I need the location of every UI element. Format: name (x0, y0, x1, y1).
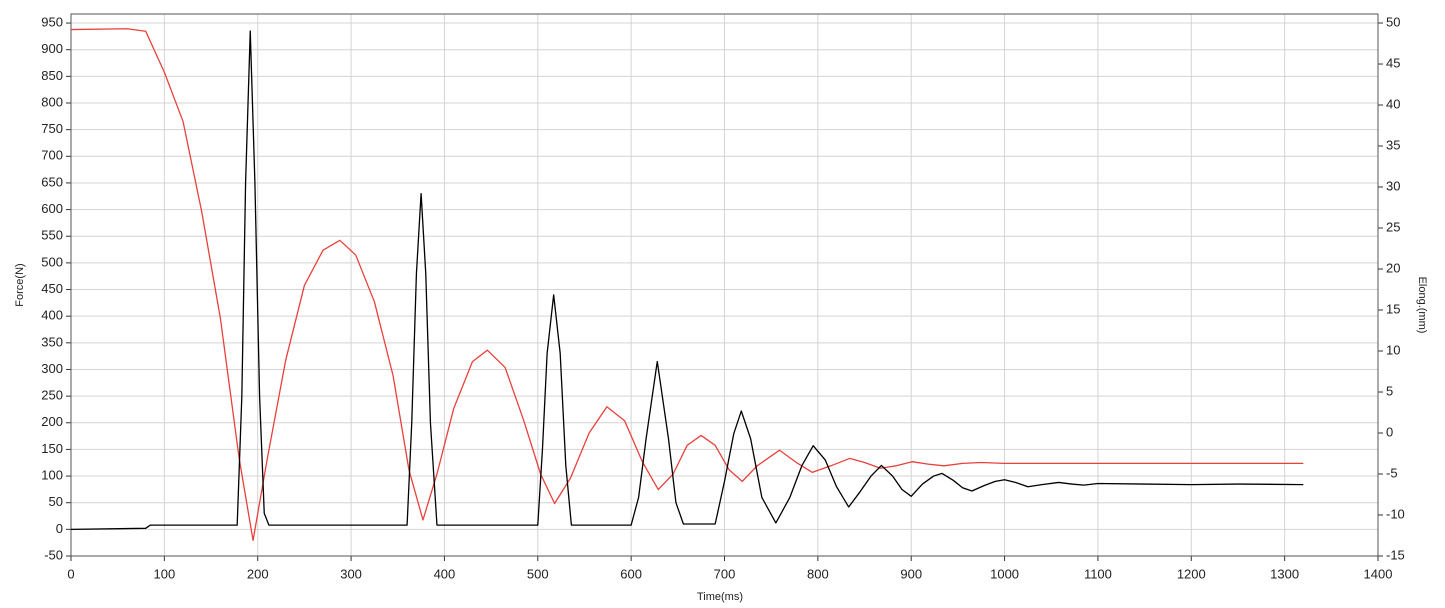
y2-tick-label: 0 (1386, 424, 1393, 439)
y-tick-label: 350 (41, 334, 63, 349)
y-tick-label: 750 (41, 121, 63, 136)
y2-tick-label: 35 (1386, 137, 1400, 152)
y-tick-label: 800 (41, 94, 63, 109)
y-tick-label: 400 (41, 308, 63, 323)
y-tick-label: 0 (56, 521, 63, 536)
x-tick-label: 1100 (1084, 566, 1112, 581)
y-tick-label: 500 (41, 254, 63, 269)
x-tick-label: 1200 (1177, 566, 1206, 581)
y-tick-label: 600 (41, 201, 63, 216)
x-tick-label: 100 (154, 566, 176, 581)
y2-tick-label: -15 (1386, 547, 1405, 562)
y-tick-label: 250 (41, 388, 63, 403)
y-tick-label: 950 (41, 14, 63, 29)
x-tick-label: 0 (67, 566, 74, 581)
x-tick-label: 1400 (1364, 566, 1393, 581)
y-tick-label: 650 (41, 174, 63, 189)
y2-tick-label: -10 (1386, 506, 1405, 521)
data-line (70, 28, 1304, 542)
y-tick-label: 300 (41, 361, 63, 376)
x-tick-label: 600 (620, 566, 642, 581)
y-axis-title: Force(N) (14, 263, 26, 306)
y-tick-label: -50 (44, 547, 63, 562)
y-tick-label: 450 (41, 281, 63, 296)
y2-tick-label: 45 (1386, 55, 1400, 70)
y-tick-label: 900 (41, 41, 63, 56)
plot-frame (70, 13, 1379, 557)
x-tick-label: 700 (714, 566, 736, 581)
x-tick-label: 200 (247, 566, 269, 581)
y2-tick-label: 15 (1386, 301, 1400, 316)
y-tick-label: 200 (41, 414, 63, 429)
y2-tick-label: 20 (1386, 260, 1400, 275)
y2-tick-label: 5 (1386, 383, 1393, 398)
x-tick-label: 800 (807, 566, 829, 581)
x-tick-label: 900 (900, 566, 922, 581)
x-tick-label: 1000 (990, 566, 1019, 581)
y-tick-label: 700 (41, 148, 63, 163)
y2-tick-label: -5 (1386, 465, 1398, 480)
x-axis-title: Time(ms) (697, 591, 743, 603)
y2-axis-title: Elong.(mm) (1416, 277, 1428, 334)
y2-tick-label: 50 (1386, 14, 1400, 29)
y2-tick-label: 30 (1386, 178, 1400, 193)
y2-tick-label: 25 (1386, 219, 1400, 234)
data-line (70, 30, 1304, 530)
y-tick-label: 850 (41, 68, 63, 83)
y2-tick-label: 40 (1386, 96, 1400, 111)
x-tick-label: 500 (527, 566, 549, 581)
x-tick-label: 1300 (1270, 566, 1299, 581)
y-tick-label: 150 (41, 441, 63, 456)
y-tick-label: 50 (49, 494, 63, 509)
x-tick-label: 300 (340, 566, 362, 581)
x-tick-label: 400 (434, 566, 456, 581)
y-tick-label: 100 (41, 467, 63, 482)
y2-tick-label: 10 (1386, 342, 1400, 357)
y-tick-label: 550 (41, 228, 63, 243)
